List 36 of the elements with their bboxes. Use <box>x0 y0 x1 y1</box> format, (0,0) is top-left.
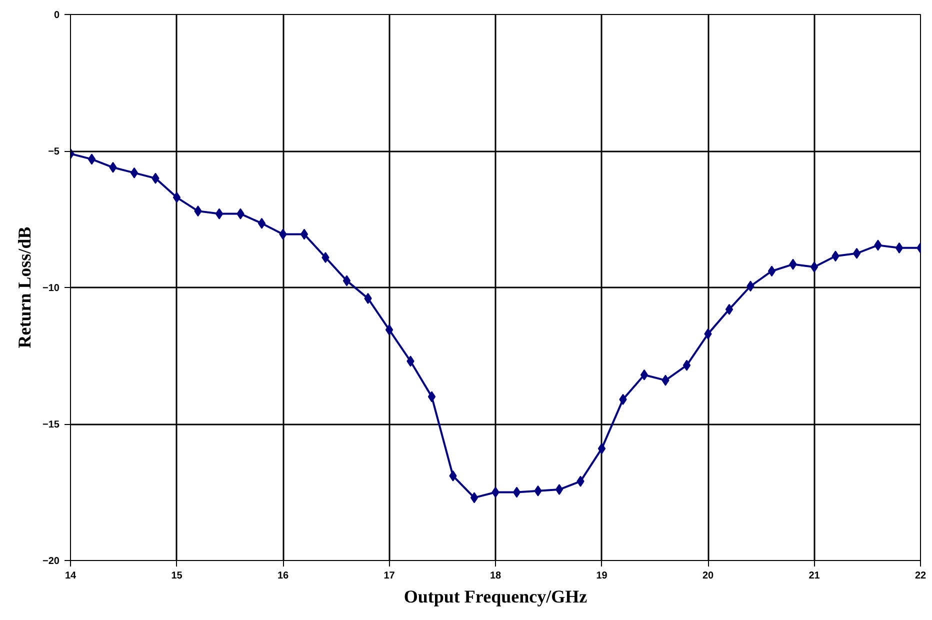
point <box>88 154 96 165</box>
x-tick-label: 19 <box>596 570 608 582</box>
y-tick-label: −15 <box>42 420 60 430</box>
point <box>300 228 308 240</box>
x-tick-label: 16 <box>277 570 289 582</box>
y-axis-title: Return Loss/dB <box>14 226 35 348</box>
x-tick-label: 20 <box>702 570 714 582</box>
point <box>215 208 224 220</box>
point <box>555 484 564 496</box>
point <box>172 192 181 203</box>
point <box>385 324 394 336</box>
x-tick-label: 15 <box>171 570 183 582</box>
point <box>428 391 436 402</box>
point <box>895 242 904 254</box>
point <box>512 486 521 498</box>
x-tick-label: 22 <box>914 570 926 582</box>
point <box>682 360 691 371</box>
point <box>342 275 351 286</box>
point <box>470 492 478 504</box>
x-tick-label: 18 <box>490 570 502 582</box>
y-tick-label: 0 <box>54 10 60 21</box>
point <box>130 167 138 178</box>
point <box>258 218 266 229</box>
point <box>640 369 648 380</box>
y-tick-label: −20 <box>42 556 60 567</box>
point <box>598 443 606 454</box>
x-tick-label: 17 <box>384 570 396 582</box>
x-tick-label: 14 <box>64 570 76 582</box>
y-tick-label: −5 <box>48 146 60 158</box>
y-tick-label: −10 <box>42 283 60 294</box>
point <box>852 248 861 259</box>
x-tick-label: 21 <box>808 570 820 582</box>
point <box>768 266 776 277</box>
x-axis-title: Output Frequency/GHz <box>404 586 588 606</box>
point <box>810 262 818 273</box>
point <box>725 304 734 315</box>
